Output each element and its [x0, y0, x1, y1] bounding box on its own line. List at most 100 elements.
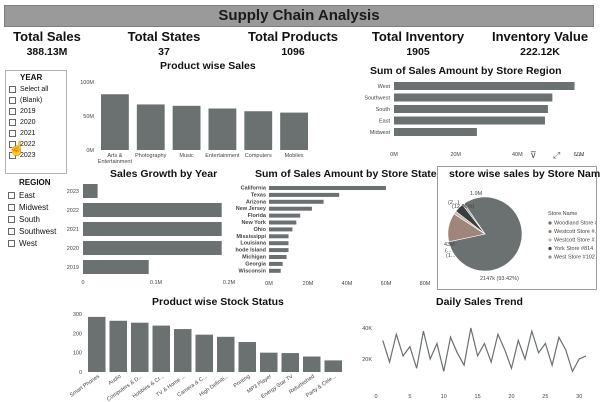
checkbox[interactable]: [8, 215, 15, 223]
y-tick-label: Rhode Island: [235, 248, 266, 254]
chart-title: Sum of Sales Amount by Store Region: [370, 65, 562, 77]
kpi-label: Inventory Value: [491, 29, 589, 44]
chart-title: Sum of Sales Amount by Store State: [255, 168, 437, 180]
kpi-total-products: Total Products 1096: [243, 29, 343, 58]
x-tick-label: 60M: [574, 152, 585, 158]
x-tick-label: 0.2M: [223, 280, 235, 286]
bar: [394, 105, 548, 113]
data-label: 43M: [444, 242, 455, 248]
y-tick-label: Louisiana: [240, 241, 267, 247]
y-tick-label: Southwest: [364, 96, 390, 102]
focus-mode-icon[interactable]: ⤢: [553, 150, 561, 160]
bar: [269, 186, 386, 190]
bar: [131, 322, 149, 372]
region-option[interactable]: Midwest: [8, 201, 67, 213]
legend-title: Store Name: [548, 211, 577, 217]
region-option[interactable]: South: [8, 213, 67, 225]
checkbox[interactable]: [9, 108, 16, 115]
data-label: 1.9M: [470, 191, 483, 197]
legend-marker: [548, 229, 552, 234]
x-tick-label: Computers: [245, 153, 272, 159]
y-tick-label: 40K: [362, 326, 372, 332]
y-tick-label: 200: [73, 331, 82, 337]
year-option[interactable]: 2020: [9, 117, 66, 128]
sales-growth-chart: 2023 2022 2021 2020 2019 0 0.1M 0.2M: [67, 184, 235, 286]
y-tick-label: Arizona: [246, 199, 267, 205]
y-tick-label: Wisconsin: [239, 268, 267, 274]
region-slicer[interactable]: REGION East Midwest South Southwest West: [5, 178, 67, 249]
checkbox[interactable]: [9, 86, 16, 93]
y-tick-label: 2023: [67, 189, 79, 195]
checkbox[interactable]: [9, 97, 16, 104]
legend-label: Westcott Store #...: [554, 238, 596, 244]
region-option[interactable]: Southwest: [8, 225, 67, 237]
y-tick-label: 50M: [83, 114, 94, 120]
checkbox[interactable]: [8, 227, 15, 235]
checkbox[interactable]: [9, 152, 16, 159]
year-option-label: 2023: [20, 152, 36, 159]
x-tick-label: Entertainment: [98, 159, 133, 164]
bar: [394, 128, 477, 136]
year-option[interactable]: 2023: [9, 150, 66, 161]
checkbox[interactable]: [9, 119, 16, 126]
legend-marker: [548, 246, 552, 251]
region-sales-chart: West Southwest South East Midwest 0M 20M 40M 60M: [364, 82, 585, 158]
bar: [208, 108, 237, 150]
region-option-label: East: [19, 190, 36, 200]
checkbox[interactable]: [8, 239, 15, 247]
bar: [269, 227, 293, 232]
bar: [269, 213, 301, 218]
checkbox[interactable]: [9, 130, 16, 137]
bar: [244, 111, 273, 150]
legend-label: York Store #814: [554, 246, 593, 252]
region-option[interactable]: West: [8, 237, 67, 249]
y-tick-label: New York: [241, 220, 266, 226]
bar: [83, 241, 222, 255]
checkbox[interactable]: [8, 203, 15, 211]
checkbox[interactable]: [8, 191, 15, 199]
bar: [303, 356, 321, 372]
x-tick-label: 60M: [381, 281, 392, 287]
x-tick-label: 0: [81, 280, 84, 286]
data-label: 2147k (93.42%): [480, 276, 519, 282]
year-option[interactable]: (Blank): [9, 95, 66, 106]
bar: [152, 325, 170, 372]
bar: [269, 261, 283, 266]
bar: [101, 94, 129, 150]
kpi-total-states: Total States 37: [118, 29, 210, 58]
year-option[interactable]: 2022: [9, 139, 66, 150]
chart-title: Daily Sales Trend: [436, 296, 523, 308]
year-option[interactable]: 2021: [9, 128, 66, 139]
x-tick-label: 15: [475, 394, 481, 400]
legend-label: West Store #102: [554, 255, 595, 261]
checkbox[interactable]: [9, 141, 16, 148]
year-option[interactable]: Select all: [9, 84, 66, 95]
bar: [269, 255, 287, 259]
bar: [109, 320, 127, 372]
more-options-icon[interactable]: ⋯: [575, 150, 584, 160]
filter-icon[interactable]: ⊽: [530, 150, 537, 160]
bar: [269, 248, 289, 253]
bar: [172, 105, 201, 150]
y-tick-label: Ohio: [253, 227, 266, 233]
data-label: (...: [445, 248, 452, 254]
kpi-total-sales: Total Sales 388.13M: [2, 29, 92, 58]
bar: [394, 93, 553, 102]
y-tick-label: 2019: [67, 265, 79, 271]
year-slicer[interactable]: YEAR Select all (Blank) 2019 2020 2021 2…: [5, 70, 67, 174]
page-title: Supply Chain Analysis: [218, 7, 380, 24]
x-tick-label: Printing: [233, 374, 252, 390]
chart-title: Sales Growth by Year: [110, 168, 218, 180]
year-option[interactable]: 2019: [9, 106, 66, 117]
y-tick-label: 100: [73, 351, 82, 357]
region-option-label: West: [19, 238, 38, 248]
kpi-value: 1096: [281, 46, 305, 58]
x-tick-label: 0M: [265, 281, 273, 287]
series-line: [382, 327, 587, 373]
region-option[interactable]: East: [8, 189, 67, 201]
x-tick-label: Audio: [107, 374, 122, 387]
kpi-inventory-value: Inventory Value 222.12K: [488, 29, 592, 58]
kpi-label: Total Inventory: [371, 29, 465, 44]
